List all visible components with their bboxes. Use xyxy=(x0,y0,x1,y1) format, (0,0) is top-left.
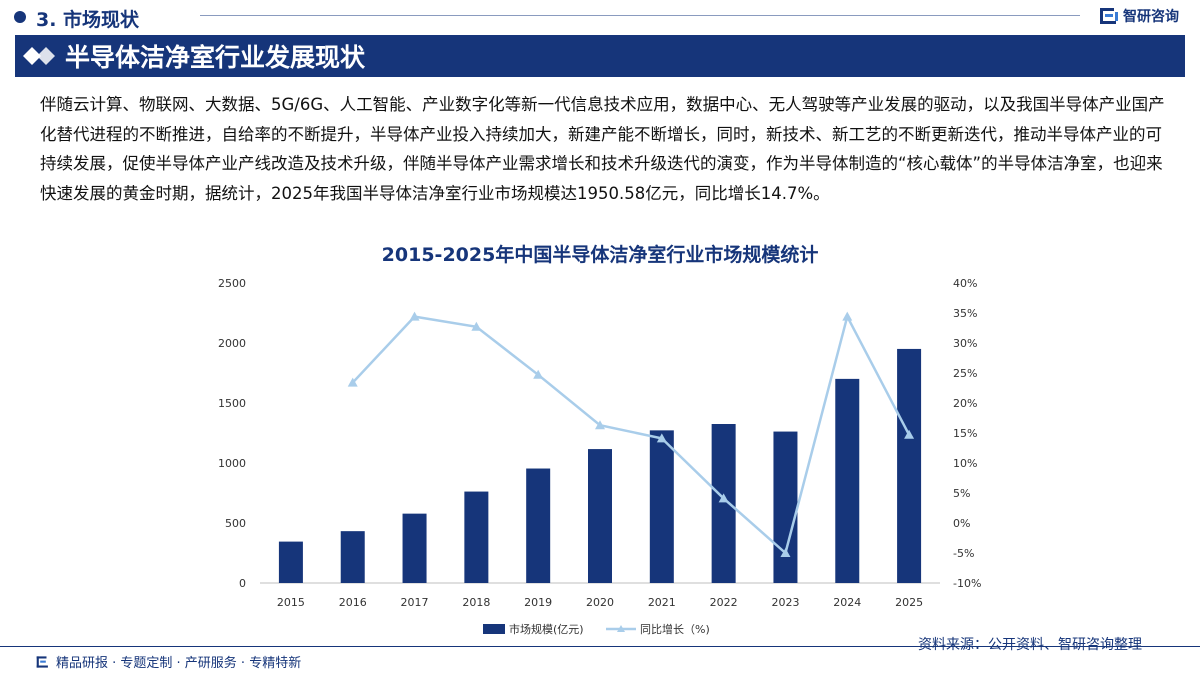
bottom-divider xyxy=(0,646,1200,647)
x-axis-tick: 2015 xyxy=(277,596,305,609)
left-axis-tick: 1500 xyxy=(218,397,246,410)
bar-2021 xyxy=(649,430,674,583)
legend-line-label: 同比增长（%) xyxy=(640,622,710,636)
growth-point-2019 xyxy=(533,369,544,379)
legend-bar-label: 市场规模(亿元) xyxy=(509,622,584,636)
growth-point-2018 xyxy=(471,321,482,331)
left-axis-tick: 2000 xyxy=(218,337,246,350)
brand-logo-text: 智研咨询 xyxy=(1123,9,1179,25)
brand-logo: 智研咨询 xyxy=(1099,6,1179,26)
bar-2025 xyxy=(897,348,922,583)
market-size-chart: 0 500 1000 1500 2000 2500 -10% -5% 0% 5% 10% 15% 20%… xyxy=(218,277,981,636)
x-axis-tick: 2024 xyxy=(833,596,861,609)
left-axis-tick: 0 xyxy=(239,577,246,590)
growth-point-2023 xyxy=(780,548,791,557)
intro-paragraph: 伴随云计算、物联网、大数据、5G/6G、人工智能、产业数字化等新一代信息技术应用… xyxy=(40,95,1165,203)
x-axis-tick: 2022 xyxy=(710,596,738,609)
footer: 精品研报 · 专题定制 · 产研服务 · 专精特新 xyxy=(36,652,301,671)
right-axis-tick: 30% xyxy=(953,337,977,350)
right-axis-tick: 0% xyxy=(953,517,970,530)
growth-point-2022 xyxy=(718,493,729,503)
page-title: 半导体洁净室行业发展现状 xyxy=(65,43,366,72)
x-axis-tick: 2017 xyxy=(401,596,429,609)
growth-point-2024 xyxy=(842,311,853,321)
bar-2022 xyxy=(711,424,736,583)
right-axis-tick: -5% xyxy=(953,547,974,560)
bar-2015 xyxy=(278,541,303,583)
growth-point-2017 xyxy=(409,311,420,321)
right-axis-tick: 25% xyxy=(953,367,977,380)
left-axis-tick: 1000 xyxy=(218,457,246,470)
right-axis-tick: 10% xyxy=(953,457,977,470)
growth-point-2021 xyxy=(656,433,667,443)
x-axis-tick: 2023 xyxy=(771,596,799,609)
x-axis-tick: 2018 xyxy=(462,596,490,609)
footer-tagline: 精品研报 · 专题定制 · 产研服务 · 专精特新 xyxy=(56,656,302,671)
top-bar: 3. 市场现状 智研咨询 xyxy=(0,0,1200,34)
x-axis-tick: 2025 xyxy=(895,596,923,609)
bar-2019 xyxy=(526,468,551,583)
legend-line-marker xyxy=(617,625,625,632)
x-axis-tick: 2021 xyxy=(648,596,676,609)
bar-2020 xyxy=(588,449,612,583)
chart-title: 2015-2025年中国半导体洁净室行业市场规模统计 xyxy=(381,244,819,266)
bar-2016 xyxy=(340,531,365,583)
title-banner: 半导体洁净室行业发展现状 xyxy=(15,35,1185,77)
right-axis-tick: -10% xyxy=(953,577,981,590)
growth-point-2025 xyxy=(904,429,915,439)
growth-point-2020 xyxy=(595,420,605,430)
legend-bar-swatch xyxy=(483,624,505,634)
right-axis-tick: 15% xyxy=(953,427,977,440)
left-axis-tick: 500 xyxy=(225,517,246,530)
footer-logo-icon xyxy=(36,655,48,668)
top-divider xyxy=(200,15,1080,16)
double-diamond-icon xyxy=(23,47,55,65)
left-axis-tick: 2500 xyxy=(218,277,246,290)
bar-2017 xyxy=(402,513,427,583)
source-note: 资料来源：公开资料、智研咨询整理 xyxy=(918,637,1142,653)
growth-line xyxy=(351,313,911,556)
x-axis-tick: 2019 xyxy=(524,596,552,609)
bar-2023 xyxy=(773,431,798,583)
right-axis-tick: 20% xyxy=(953,397,977,410)
right-axis-tick: 5% xyxy=(953,487,970,500)
right-axis-tick: 40% xyxy=(953,277,977,290)
bar-2024 xyxy=(835,378,860,583)
right-axis-tick: 35% xyxy=(953,307,977,320)
x-axis-tick: 2016 xyxy=(339,596,367,609)
section-label: 3. 市场现状 xyxy=(36,9,140,31)
x-axis-tick: 2020 xyxy=(586,596,614,609)
section-bullet-icon xyxy=(14,11,26,23)
brand-logo-icon xyxy=(1100,8,1118,24)
growth-point-2016 xyxy=(347,377,358,387)
bar-2018 xyxy=(464,491,489,583)
